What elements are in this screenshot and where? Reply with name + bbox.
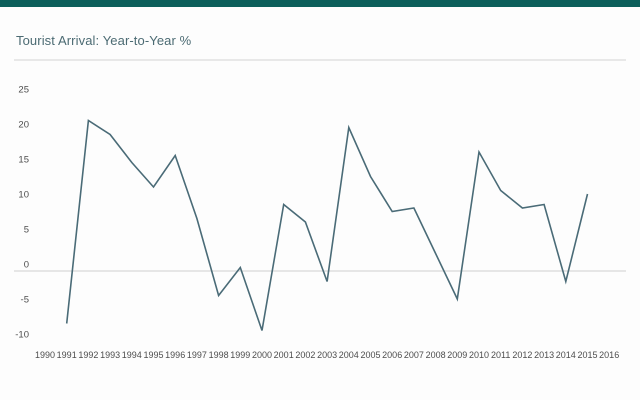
x-axis-tick-label: 2015 xyxy=(577,350,597,360)
x-axis-tick-label: 2001 xyxy=(274,350,294,360)
x-axis-tick-label: 1998 xyxy=(209,350,229,360)
x-axis-tick-label: 1992 xyxy=(78,350,98,360)
x-axis-tick-label: 2013 xyxy=(534,350,554,360)
x-axis-tick-label: 2004 xyxy=(339,350,359,360)
x-axis-tick-label: 1990 xyxy=(35,350,55,360)
x-axis-tick-label: 2011 xyxy=(491,350,510,360)
y-axis-tick-label: 25 xyxy=(18,84,29,95)
x-axis-tick-label: 2010 xyxy=(469,350,489,360)
y-axis-tick-label: 20 xyxy=(18,119,29,130)
x-axis-tick-label: 1997 xyxy=(187,350,207,360)
x-axis-tick-label: 1991 xyxy=(57,350,77,360)
x-axis-tick-label: 2005 xyxy=(360,350,380,360)
x-axis-tick-label: 1994 xyxy=(122,350,142,360)
x-axis-tick-label: 2016 xyxy=(599,350,619,360)
data-line-series xyxy=(65,119,589,331)
chart-title: Tourist Arrival: Year-to-Year % xyxy=(16,33,192,48)
header-accent-bar xyxy=(0,0,640,7)
x-axis-tick-label: 2014 xyxy=(556,350,576,360)
y-axis-tick-label: -5 xyxy=(21,294,29,305)
x-axis-tick-label: 1999 xyxy=(230,350,250,360)
x-axis-tick-label: 2000 xyxy=(252,350,272,360)
x-axis-tick-label: 1993 xyxy=(100,350,120,360)
title-divider xyxy=(14,59,626,61)
x-axis-tick-label: 1995 xyxy=(143,350,163,360)
x-axis-tick-label: 2002 xyxy=(295,350,315,360)
y-axis-tick-label: 0 xyxy=(24,259,29,270)
y-axis-tick-label: 5 xyxy=(24,224,29,235)
x-axis-tick-label: 1996 xyxy=(165,350,185,360)
x-axis-tick-label: 2007 xyxy=(404,350,424,360)
y-axis-tick-label: -10 xyxy=(15,329,29,340)
x-axis-tick-label: 2009 xyxy=(447,350,467,360)
x-axis-tick-label: 2006 xyxy=(382,350,402,360)
x-axis-tick-label: 2012 xyxy=(512,350,532,360)
x-axis-tick-label: 2003 xyxy=(317,350,337,360)
y-axis-tick-label: 15 xyxy=(18,154,29,165)
y-axis-tick-label: 10 xyxy=(18,189,29,200)
x-axis-tick-label: 2008 xyxy=(426,350,446,360)
